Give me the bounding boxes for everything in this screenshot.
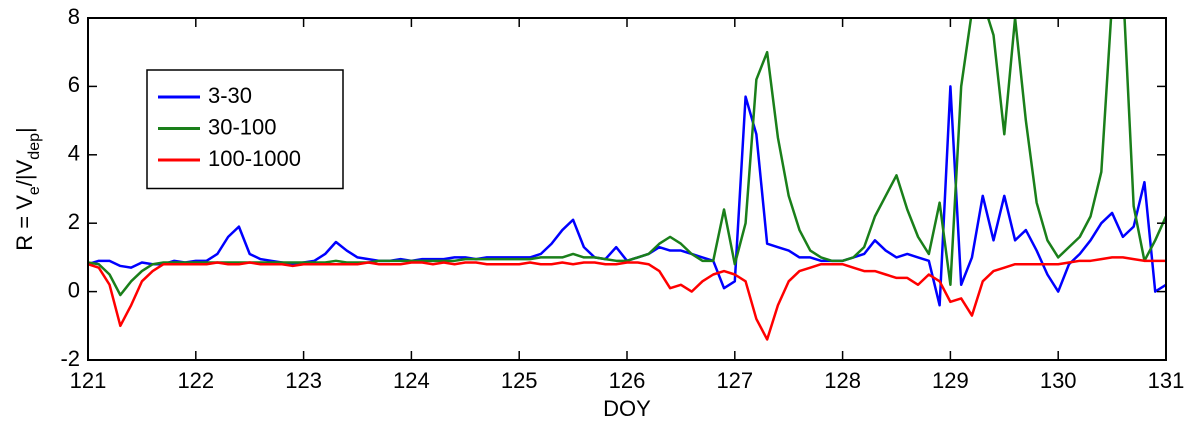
plot-area — [88, 18, 1166, 341]
y-axis-label: R = Ve/|Vdep| — [12, 127, 43, 250]
legend-label: 100-1000 — [208, 146, 301, 171]
x-tick-label: 130 — [1040, 368, 1077, 393]
y-axis-label-part: dep — [26, 133, 43, 160]
legend-label: 3-30 — [208, 83, 252, 108]
data-line — [88, 256, 1166, 341]
y-tick-label: 6 — [68, 72, 80, 97]
legend-label: 30-100 — [208, 114, 277, 139]
x-tick-label: 126 — [609, 368, 646, 393]
x-tick-label: 123 — [285, 368, 322, 393]
x-tick-label: 125 — [501, 368, 538, 393]
x-tick-label: 122 — [177, 368, 214, 393]
y-tick-label: -2 — [60, 346, 80, 371]
x-tick-label: 124 — [393, 368, 430, 393]
y-axis-label-part: e — [26, 186, 43, 195]
y-axis-label-part: R = V — [12, 195, 37, 251]
x-tick-label: 131 — [1148, 368, 1185, 393]
y-tick-label: 2 — [68, 209, 80, 234]
y-tick-label: 8 — [68, 4, 80, 29]
data-line — [88, 18, 1166, 297]
x-tick-label: 121 — [70, 368, 107, 393]
x-axis-label: DOY — [603, 396, 651, 421]
x-tick-label: 129 — [932, 368, 969, 393]
y-axis-label-part: /|V — [12, 159, 37, 186]
x-tick-label: 128 — [824, 368, 861, 393]
y-tick-label: 0 — [68, 277, 80, 302]
x-tick-label: 127 — [716, 368, 753, 393]
y-tick-label: 4 — [68, 141, 80, 166]
y-axis-label-part: | — [12, 127, 37, 133]
